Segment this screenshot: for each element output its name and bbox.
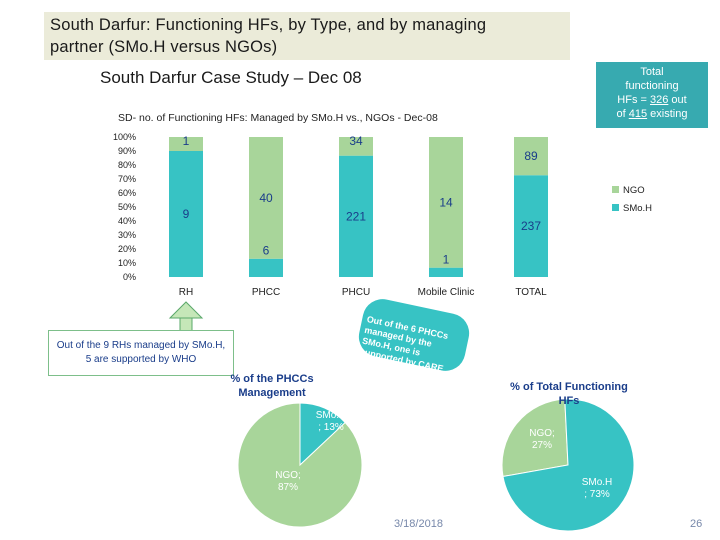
rh-who-note: Out of the 9 RHs managed by SMo.H, 5 are… [48,330,234,376]
callout-suffix2: existing [647,108,688,120]
footer-date: 3/18/2018 [394,518,443,530]
pie1-smoh-label-1: SMo.H [315,410,347,421]
header-bar [44,12,570,60]
category-label-0: RH [179,287,193,298]
data-label-ngo-2: 34 [349,134,363,148]
y-tick-label: 10% [118,258,136,268]
callout-line3: HFs = 326 out [598,93,706,107]
pie1-title: % of the PHCCs Management [222,372,322,400]
pie1-ngo-label-2: 87% [277,482,298,493]
phcc-note-bubble [358,299,470,371]
data-label-smoh-1: 6 [263,244,270,258]
bar-ngo-4 [514,137,548,176]
legend-smoh-swatch [612,204,619,211]
bar-smoh-1 [249,258,283,277]
pie2-title: % of Total Functioning HFs [494,380,644,408]
y-tick-label: 20% [118,244,136,254]
bar-ngo-2 [339,137,373,156]
pie2-smoh-label: SMo.H ; 73% [572,477,622,501]
y-tick-label: 70% [118,174,136,184]
y-tick-label: 60% [118,188,136,198]
slide-title: South Darfur: Functioning HFs, by Type, … [50,14,486,58]
callout-line1: Total [640,66,664,78]
pie1-ngo-label: NGO; 87% [268,470,308,494]
y-tick-label: 0% [123,272,136,282]
pie1-slice-1 [237,402,363,528]
legend-ngo-swatch [612,186,619,193]
rh-arrow-head [168,301,204,319]
data-label-smoh-2: 221 [346,209,366,223]
category-label-2: PHCU [342,287,370,298]
case-study-subtitle: South Darfur Case Study – Dec 08 [100,68,362,87]
y-tick-label: 40% [118,216,136,226]
bar-ngo-3 [429,137,463,268]
data-label-ngo-0: 1 [183,134,190,148]
functioning-count: 326 [649,94,669,106]
pie1-ngo-label-1: NGO; [275,470,301,481]
pie1-smoh-label: SMo.H ; 13% [306,410,356,434]
pie2-smoh-label-1: SMo.H [581,477,613,488]
callout-line4: of 415 existing [598,107,706,121]
bar-ngo-1 [249,137,283,259]
bar-ngo-0 [169,137,203,151]
pie2-title-line2: HFs [558,395,580,407]
category-label-1: PHCC [252,287,280,298]
y-tick-label: 80% [118,160,136,170]
data-label-ngo-3: 14 [439,195,453,209]
callout-line2: functioning [625,80,679,92]
legend-ngo-label: NGO [623,185,645,196]
pie1-title-line2: Management [238,387,306,399]
pie1-smoh-label-2: ; 13% [318,422,344,433]
bar-smoh-2 [339,155,373,277]
data-label-smoh-4: 237 [521,219,541,233]
bar-smoh-0 [169,151,203,277]
callout-prefix: HFs = [617,94,650,106]
pie1-title-line1: % of the PHCCs [230,373,314,385]
category-label-3: Mobile Clinic [418,287,475,298]
callout-suffix: out [668,94,687,106]
data-label-smoh-0: 9 [183,207,190,221]
category-label-4: TOTAL [515,287,547,298]
y-tick-label: 100% [113,132,136,142]
y-tick-label: 30% [118,230,136,240]
existing-count: 415 [628,108,648,120]
slide-title-line2: partner (SMo.H versus NGOs) [50,38,278,56]
page-number: 26 [690,518,703,530]
y-tick-label: 90% [118,146,136,156]
total-functioning-callout: Total functioning HFs = 326 out of 415 e… [596,62,708,128]
legend-smoh-label: SMo.H [623,203,652,214]
data-label-ngo-4: 89 [524,149,538,163]
pie2-slice-1 [502,398,635,532]
pie2-smoh-label-2: ; 73% [584,489,610,500]
y-tick-label: 50% [118,202,136,212]
pie2-ngo-label-1: NGO; [529,428,555,439]
pie2-ngo-label-2: 27% [531,440,552,451]
pie2-title-line1: % of Total Functioning [510,381,628,393]
pie2-ngo-label: NGO; 27% [520,428,564,452]
callout-prefix2: of [616,108,629,120]
bar-chart-title: SD- no. of Functioning HFs: Managed by S… [118,112,438,124]
bar-smoh-4 [514,175,548,277]
pie2-slice-0 [501,398,569,478]
bar-smoh-3 [429,267,463,277]
data-label-ngo-1: 40 [259,191,273,205]
data-label-smoh-3: 1 [443,253,450,267]
slide-title-line1: South Darfur: Functioning HFs, by Type, … [50,16,487,34]
